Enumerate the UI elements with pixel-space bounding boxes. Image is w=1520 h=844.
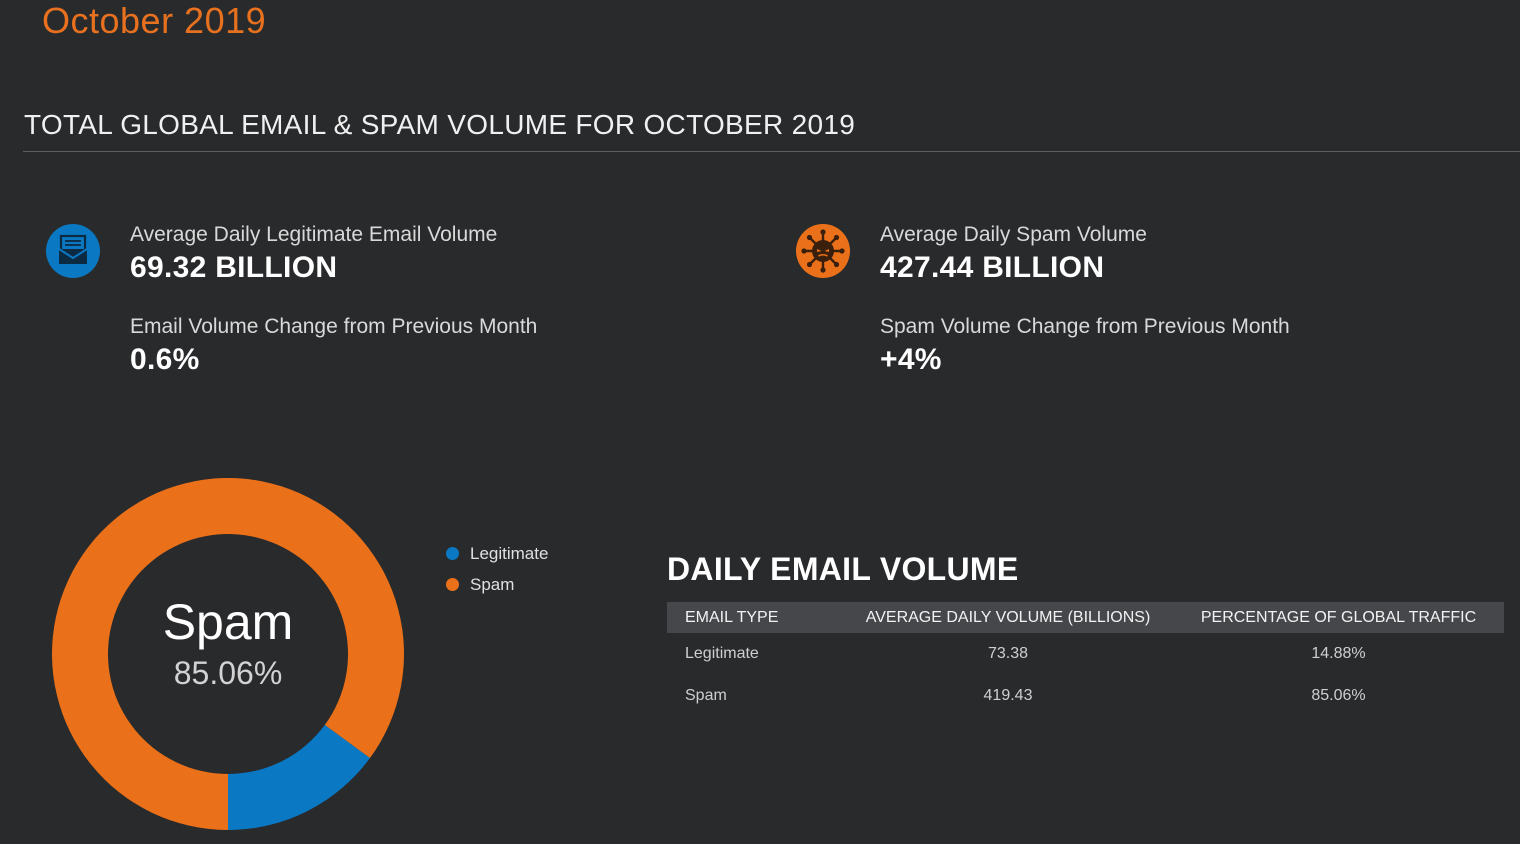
- donut-center-name: Spam: [162, 594, 294, 650]
- section-heading: TOTAL GLOBAL EMAIL & SPAM VOLUME FOR OCT…: [24, 109, 856, 140]
- legit-change-label: Email Volume Change from Previous Month: [130, 315, 538, 338]
- table-cell: 85.06%: [1311, 687, 1366, 704]
- spam-change-label: Spam Volume Change from Previous Month: [880, 315, 1290, 338]
- legit-change-stat: Email Volume Change from Previous Month …: [130, 314, 537, 380]
- legit-volume-stat: Average Daily Legitimate Email Volume 69…: [130, 222, 497, 288]
- legend-label: Legitimate: [470, 543, 549, 563]
- daily-email-volume-table: EMAIL TYPE AVERAGE DAILY VOLUME (BILLION…: [667, 602, 1504, 717]
- table-cell: 73.38: [987, 645, 1029, 662]
- table-cell: Legitimate: [685, 645, 759, 662]
- spam-volume-label: Average Daily Spam Volume: [880, 223, 1147, 246]
- section-divider: [23, 151, 1520, 152]
- legend-dot-legitimate: [446, 547, 459, 560]
- donut-center-value: 85.06%: [173, 655, 283, 691]
- legit-change-value: 0.6%: [130, 343, 200, 376]
- table-header-row: EMAIL TYPE AVERAGE DAILY VOLUME (BILLION…: [667, 602, 1504, 633]
- legit-volume-value: 69.32 BILLION: [130, 251, 338, 284]
- donut-chart: Spam 85.06%: [50, 476, 406, 832]
- table-row: Spam 419.43 85.06%: [667, 675, 1504, 717]
- table-cell: 14.88%: [1311, 645, 1366, 662]
- legend-label: Spam: [470, 574, 515, 594]
- chart-legend: Legitimate Spam: [446, 538, 548, 600]
- month-title: October 2019: [42, 0, 267, 41]
- spam-change-stat: Spam Volume Change from Previous Month +…: [880, 314, 1290, 380]
- virus-icon: [796, 224, 850, 278]
- donut-slice-spam[interactable]: [51, 478, 404, 830]
- legit-volume-label: Average Daily Legitimate Email Volume: [130, 223, 498, 246]
- table-cell: Spam: [685, 687, 727, 704]
- legend-item-spam[interactable]: Spam: [446, 569, 548, 600]
- column-header: EMAIL TYPE: [667, 602, 843, 633]
- column-header: PERCENTAGE OF GLOBAL TRAFFIC: [1173, 602, 1504, 633]
- column-header: AVERAGE DAILY VOLUME (BILLIONS): [843, 602, 1173, 633]
- legend-item-legitimate[interactable]: Legitimate: [446, 538, 548, 569]
- spam-volume-value: 427.44 BILLION: [880, 251, 1105, 284]
- table-title: DAILY EMAIL VOLUME: [667, 551, 1019, 587]
- table-cell: 419.43: [983, 687, 1033, 704]
- legend-dot-spam: [446, 578, 459, 591]
- donut-chart-svg: [51, 478, 404, 830]
- table-row: Legitimate 73.38 14.88%: [667, 633, 1504, 675]
- spam-volume-stat: Average Daily Spam Volume 427.44 BILLION: [880, 222, 1147, 288]
- spam-change-value: +4%: [880, 343, 942, 376]
- donut-slice-legitimate[interactable]: [228, 724, 370, 830]
- envelope-icon: [46, 224, 100, 278]
